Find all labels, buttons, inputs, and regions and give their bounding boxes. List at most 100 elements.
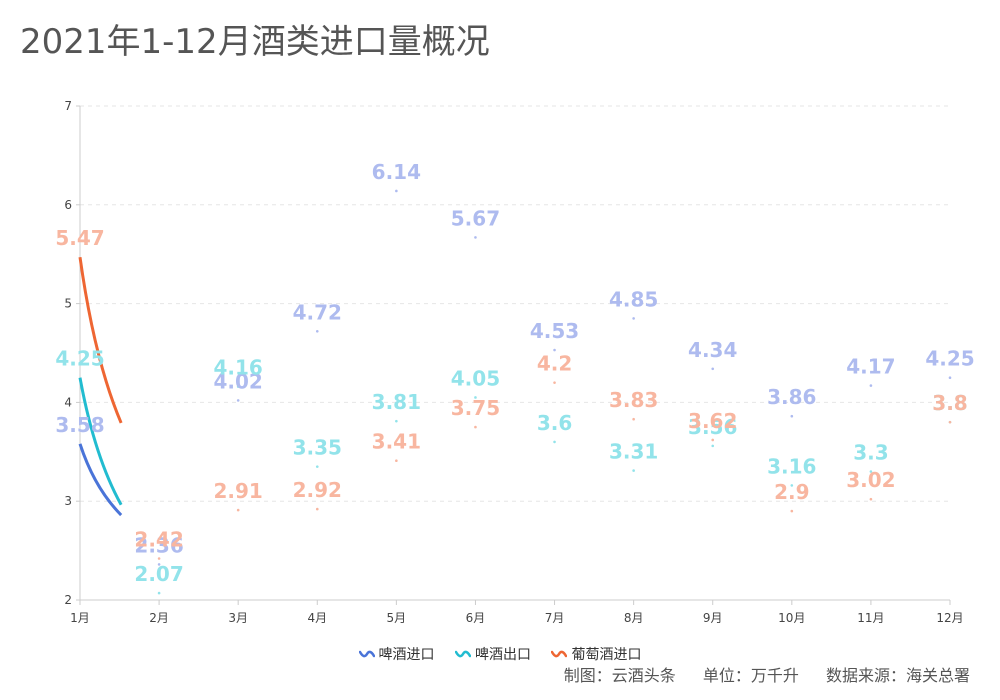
data-label: 4.72 bbox=[293, 300, 342, 324]
data-label: 5.67 bbox=[451, 206, 500, 230]
series-lines bbox=[78, 256, 123, 517]
legend-label: 啤酒出口 bbox=[475, 647, 531, 663]
data-label: 4.53 bbox=[530, 319, 579, 343]
data-point bbox=[553, 381, 556, 384]
data-point bbox=[553, 440, 556, 444]
data-point bbox=[395, 189, 398, 193]
data-label: 4.25 bbox=[55, 347, 104, 371]
x-tick-label: 11月 bbox=[857, 611, 884, 625]
data-point bbox=[632, 469, 635, 472]
chart-title: 2021年1-12月酒类进口量概况 bbox=[20, 22, 490, 62]
data-label: 4.34 bbox=[688, 338, 737, 362]
data-label: 4.17 bbox=[846, 355, 895, 379]
x-tick-label: 6月 bbox=[466, 611, 486, 625]
data-label: 3.8 bbox=[932, 391, 967, 415]
data-label: 3.16 bbox=[767, 454, 816, 478]
data-point bbox=[315, 507, 319, 511]
y-tick-label: 2 bbox=[64, 593, 72, 607]
data-label: 3.02 bbox=[846, 468, 895, 492]
data-point bbox=[790, 414, 794, 418]
data-point bbox=[869, 384, 873, 387]
data-label: 3.35 bbox=[293, 436, 342, 460]
data-label: 4.2 bbox=[537, 352, 572, 376]
x-tick-label: 5月 bbox=[387, 611, 407, 625]
data-labels: 3.582.364.024.726.145.674.534.854.343.86… bbox=[55, 160, 974, 586]
data-point bbox=[157, 591, 161, 595]
data-label: 3.6 bbox=[537, 411, 572, 435]
data-point bbox=[157, 557, 161, 560]
grid-lines bbox=[80, 105, 950, 502]
data-point bbox=[157, 563, 161, 566]
data-point bbox=[474, 236, 477, 239]
data-label: 3.83 bbox=[609, 388, 658, 412]
data-point bbox=[948, 376, 952, 380]
data-label: 3.3 bbox=[853, 441, 888, 465]
data-label: 2.9 bbox=[774, 480, 809, 504]
data-label: 4.05 bbox=[451, 366, 500, 390]
footer-maker: 制图：云酒头条 bbox=[563, 666, 676, 685]
series-line bbox=[78, 443, 123, 517]
data-point bbox=[869, 470, 873, 473]
data-label: 4.25 bbox=[925, 347, 974, 371]
y-tick-label: 6 bbox=[64, 198, 72, 212]
axes: 2 3 4 5 6 7 1月 2月 3月 4月 5月 6月 7月 8月 9月 10月 11月 12月 bbox=[64, 99, 963, 625]
x-tick-label: 1月 bbox=[70, 611, 90, 625]
data-point bbox=[711, 367, 715, 371]
data-point bbox=[474, 425, 477, 429]
legend-swatch-icon bbox=[358, 650, 375, 658]
data-label: 3.62 bbox=[688, 409, 737, 433]
footer: 制图：云酒头条 单位：万千升 数据来源：海关总署 bbox=[542, 662, 970, 686]
data-point bbox=[315, 465, 319, 468]
data-point bbox=[474, 396, 477, 399]
data-point bbox=[236, 508, 240, 512]
legend-label: 葡萄酒进口 bbox=[571, 647, 642, 663]
data-label: 2.91 bbox=[214, 479, 263, 503]
legend-item-beer-import[interactable]: 啤酒进口 bbox=[358, 644, 435, 664]
legend-item-beer-export[interactable]: 啤酒出口 bbox=[455, 644, 531, 664]
footer-source: 数据来源：海关总署 bbox=[825, 666, 970, 685]
data-point bbox=[315, 329, 319, 333]
data-label: 4.85 bbox=[609, 287, 658, 311]
data-label: 3.41 bbox=[372, 430, 421, 454]
data-label: 3.8 bbox=[932, 391, 967, 415]
data-point bbox=[553, 348, 556, 352]
x-tick-label: 12月 bbox=[936, 611, 963, 625]
legend: 啤酒进口 啤酒出口 葡萄酒进口 bbox=[0, 644, 1000, 664]
x-tick-label: 8月 bbox=[624, 611, 644, 625]
x-tick-label: 3月 bbox=[228, 611, 248, 625]
data-label: 2.36 bbox=[134, 533, 183, 557]
legend-swatch-icon bbox=[455, 650, 471, 658]
data-label: 2.92 bbox=[293, 478, 342, 502]
x-tick-label: 9月 bbox=[703, 611, 723, 625]
data-point bbox=[395, 459, 398, 462]
x-tick-label: 10月 bbox=[778, 611, 805, 625]
data-label: 3.56 bbox=[688, 415, 737, 439]
y-tick-label: 5 bbox=[64, 297, 72, 311]
data-label: 3.58 bbox=[55, 413, 104, 437]
y-tick-label: 7 bbox=[64, 99, 72, 113]
data-label: 3.31 bbox=[609, 440, 658, 464]
data-point bbox=[395, 419, 398, 423]
data-point bbox=[711, 444, 715, 448]
x-tick-label: 4月 bbox=[307, 611, 327, 625]
data-point bbox=[948, 420, 952, 424]
data-points bbox=[157, 189, 952, 595]
x-tick-label: 2月 bbox=[149, 611, 169, 625]
data-label: 2.07 bbox=[134, 562, 183, 586]
y-tick-label: 3 bbox=[64, 494, 72, 508]
data-label: 3.86 bbox=[767, 385, 816, 409]
data-point bbox=[790, 509, 794, 513]
data-label: 6.14 bbox=[372, 160, 421, 184]
legend-item-wine-import[interactable]: 葡萄酒进口 bbox=[551, 644, 641, 664]
footer-unit: 单位：万千升 bbox=[702, 666, 799, 685]
data-point bbox=[632, 417, 635, 421]
y-tick-label: 4 bbox=[64, 395, 72, 409]
data-point bbox=[711, 438, 715, 442]
legend-swatch-icon bbox=[551, 650, 568, 658]
data-label: 4.16 bbox=[214, 356, 263, 380]
data-point bbox=[790, 484, 794, 487]
series-line bbox=[78, 377, 123, 506]
data-point bbox=[869, 497, 873, 501]
data-label: 3.81 bbox=[372, 390, 421, 414]
